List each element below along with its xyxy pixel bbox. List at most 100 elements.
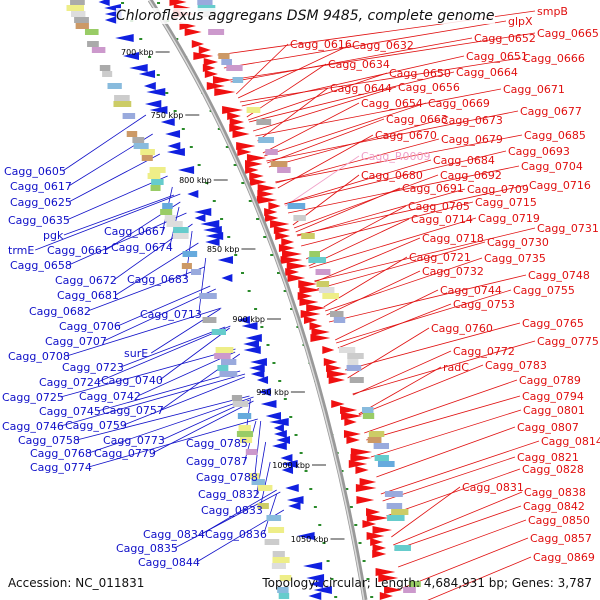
gene-label[interactable]: Cagg_0713 xyxy=(140,308,202,321)
gene-label[interactable]: Cagg_0679 xyxy=(441,133,503,146)
gene-label[interactable]: Cagg_0721 xyxy=(409,251,471,264)
gene-label[interactable]: Cagg_0748 xyxy=(528,269,590,282)
gene-label[interactable]: Cagg_0814 xyxy=(541,435,600,448)
gene-label[interactable]: pgk xyxy=(43,229,64,242)
gene-label[interactable]: Cagg_0704 xyxy=(521,160,583,173)
gene-label[interactable]: Cagg_0753 xyxy=(453,298,515,311)
gene-label[interactable]: Cagg_0667 xyxy=(104,225,166,238)
gene-label[interactable]: Cagg_0758 xyxy=(18,434,80,447)
gene-label[interactable]: Cagg_0745 xyxy=(39,405,101,418)
gene-label[interactable]: Cagg_0632 xyxy=(352,39,414,52)
gene-label[interactable]: Cagg_0857 xyxy=(530,532,592,545)
gene-label[interactable]: Cagg_0644 xyxy=(330,82,392,95)
gene-label[interactable]: Cagg_0723 xyxy=(62,361,124,374)
gene-label[interactable]: Cagg_0677 xyxy=(520,105,582,118)
gene-label[interactable]: Cagg_0832 xyxy=(198,488,260,501)
gene-label[interactable]: Cagg_0634 xyxy=(328,58,390,71)
gene-label[interactable]: Cagg_0692 xyxy=(440,169,502,182)
gene-label[interactable]: Cagg_0779 xyxy=(94,447,156,460)
gene-label[interactable]: Cagg_0768 xyxy=(30,447,92,460)
gene-label[interactable]: Cagg_0724 xyxy=(39,376,101,389)
gene-label[interactable]: Cagg_0718 xyxy=(422,232,484,245)
gene-label[interactable]: Cagg_0831 xyxy=(462,481,524,494)
gene-label[interactable]: Cagg_0735 xyxy=(484,252,546,265)
gene-label[interactable]: Cagg_0661 xyxy=(47,244,109,257)
gene-label[interactable]: Cagg_0670 xyxy=(375,129,437,142)
gene-label[interactable]: Cagg_0836 xyxy=(205,528,267,541)
gene-label[interactable]: Cagg_0869 xyxy=(533,551,595,564)
gene-label[interactable]: Cagg_0714 xyxy=(411,213,473,226)
gene-label[interactable]: Cagg_0683 xyxy=(127,273,189,286)
gene-label[interactable]: Cagg_0706 xyxy=(59,320,121,333)
gene-label[interactable]: Cagg_0757 xyxy=(102,404,164,417)
gene-label[interactable]: Cagg_0707 xyxy=(45,335,107,348)
gene-label[interactable]: Cagg_0691 xyxy=(402,182,464,195)
gene-label[interactable]: Cagg_0674 xyxy=(111,241,173,254)
gene-label[interactable]: Cagg_0656 xyxy=(398,81,460,94)
gene-label[interactable]: Cagg_0663 xyxy=(386,113,448,126)
gene-label[interactable]: Cagg_R0009 xyxy=(361,150,431,163)
gene-label[interactable]: Cagg_0693 xyxy=(508,145,570,158)
gene-label[interactable]: Cagg_0684 xyxy=(433,154,495,167)
gene-label[interactable]: Cagg_0755 xyxy=(513,284,575,297)
gene-label[interactable]: Cagg_0709 xyxy=(467,183,529,196)
gene-label[interactable]: Cagg_0759 xyxy=(65,419,127,432)
gene-label[interactable]: smpB xyxy=(537,5,568,18)
gene-label[interactable]: Cagg_0716 xyxy=(529,179,591,192)
gene-label[interactable]: Cagg_0842 xyxy=(523,500,585,513)
gene-label[interactable]: Cagg_0742 xyxy=(79,390,141,403)
gene-label[interactable]: Cagg_0772 xyxy=(453,345,515,358)
gene-label[interactable]: Cagg_0746 xyxy=(2,420,64,433)
gene-label[interactable]: Cagg_0616 xyxy=(290,38,352,51)
gene-label[interactable]: Cagg_0760 xyxy=(431,322,493,335)
gene-label[interactable]: Cagg_0652 xyxy=(474,32,536,45)
gene-label[interactable]: Cagg_0664 xyxy=(456,66,518,79)
gene-label[interactable]: Cagg_0715 xyxy=(475,196,537,209)
gene-label[interactable]: trmE xyxy=(8,244,34,257)
gene-label[interactable]: Cagg_0682 xyxy=(29,305,91,318)
gene-label[interactable]: Cagg_0725 xyxy=(2,391,64,404)
gene-label[interactable]: Cagg_0773 xyxy=(103,434,165,447)
gene-label[interactable]: Cagg_0651 xyxy=(466,50,528,63)
gene-label[interactable]: Cagg_0834 xyxy=(143,528,205,541)
gene-label[interactable]: Cagg_0765 xyxy=(522,317,584,330)
gene-label[interactable]: Cagg_0669 xyxy=(428,97,490,110)
gene-label[interactable]: Cagg_0673 xyxy=(441,114,503,127)
gene-label[interactable]: Cagg_0789 xyxy=(519,374,581,387)
gene-label[interactable]: Cagg_0835 xyxy=(116,542,178,555)
gene-label[interactable]: Cagg_0828 xyxy=(522,463,584,476)
gene-label[interactable]: Cagg_0666 xyxy=(523,52,585,65)
gene-label[interactable]: surE xyxy=(124,347,148,360)
gene-label[interactable]: Cagg_0672 xyxy=(55,274,117,287)
gene-label[interactable]: Cagg_0787 xyxy=(186,455,248,468)
gene-label[interactable]: Cagg_0807 xyxy=(517,421,579,434)
gene-label[interactable]: Cagg_0732 xyxy=(422,265,484,278)
gene-label[interactable]: Cagg_0665 xyxy=(537,27,599,40)
gene-label[interactable]: Cagg_0681 xyxy=(57,289,119,302)
gene-label[interactable]: Cagg_0625 xyxy=(10,196,72,209)
gene-label[interactable]: Cagg_0635 xyxy=(8,214,70,227)
gene-label[interactable]: Cagg_0705 xyxy=(408,200,470,213)
gene-label[interactable]: Cagg_0605 xyxy=(4,165,66,178)
gene-label[interactable]: Cagg_0844 xyxy=(138,556,200,569)
gene-label[interactable]: Cagg_0801 xyxy=(523,404,585,417)
gene-label[interactable]: Cagg_0774 xyxy=(30,461,92,474)
gene-label[interactable]: Cagg_0783 xyxy=(485,359,547,372)
gene-label[interactable]: Cagg_0654 xyxy=(361,97,423,110)
gene-label[interactable]: Cagg_0794 xyxy=(522,390,584,403)
gene-label[interactable]: Cagg_0708 xyxy=(8,350,70,363)
gene-label[interactable]: glpX xyxy=(508,15,533,28)
gene-label[interactable]: Cagg_0788 xyxy=(196,471,258,484)
gene-label[interactable]: Cagg_0775 xyxy=(537,335,599,348)
gene-label[interactable]: Cagg_0731 xyxy=(537,222,599,235)
gene-label[interactable]: Cagg_0650 xyxy=(389,67,451,80)
gene-label[interactable]: Cagg_0658 xyxy=(10,259,72,272)
gene-label[interactable]: Cagg_0617 xyxy=(10,180,72,193)
gene-label[interactable]: Cagg_0821 xyxy=(517,451,579,464)
gene-label[interactable]: Cagg_0719 xyxy=(478,212,540,225)
gene-label[interactable]: Cagg_0833 xyxy=(201,504,263,517)
gene-label[interactable]: Cagg_0671 xyxy=(503,83,565,96)
gene-label[interactable]: Cagg_0744 xyxy=(440,284,502,297)
gene-label[interactable]: Cagg_0685 xyxy=(524,129,586,142)
gene-label[interactable]: Cagg_0680 xyxy=(361,169,423,182)
